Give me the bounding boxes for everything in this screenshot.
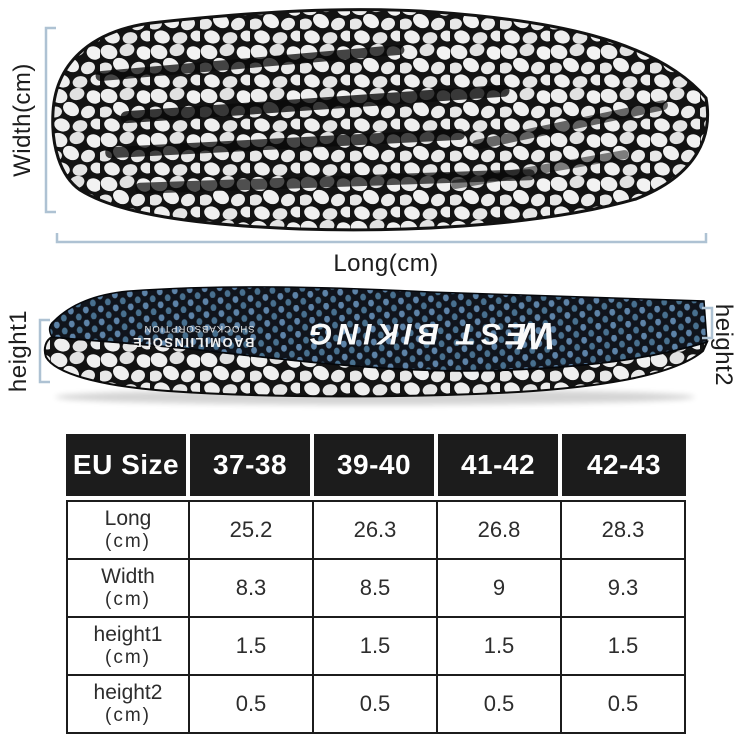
cell-value: 0.5 bbox=[607, 691, 639, 716]
long-dimension-label: Long(cm) bbox=[333, 250, 438, 277]
table-header-row: EU Size 37-38 39-40 41-42 42-43 bbox=[66, 434, 686, 500]
side-view-fabric-layer bbox=[48, 286, 708, 372]
cell-value: 26.8 bbox=[477, 517, 521, 542]
table-cell: 28.3 bbox=[562, 500, 686, 560]
cell-value: 8.3 bbox=[235, 575, 267, 600]
cell-value: 28.3 bbox=[601, 517, 645, 542]
height1-dimension-label: height1 bbox=[5, 310, 32, 392]
table-cell: 25.2 bbox=[190, 500, 314, 560]
row-label-long: Long (cm) bbox=[66, 500, 190, 560]
table-cell: 8.3 bbox=[190, 560, 314, 618]
cell-value: 25.2 bbox=[229, 517, 273, 542]
width-dimension-label: Width(cm) bbox=[9, 63, 36, 177]
brand-wordmark: EST BIKING bbox=[304, 317, 526, 350]
size-chart-table: EU Size 37-38 39-40 41-42 42-43 Long (cm… bbox=[66, 434, 686, 734]
table-cell: 9.3 bbox=[562, 560, 686, 618]
insole-side-view: BAOMILIINSOLE SHOCKABSORPTION W EST BIKI… bbox=[43, 286, 709, 405]
table-cell: 0.5 bbox=[314, 676, 438, 734]
row-unit-text: (cm) bbox=[105, 589, 151, 611]
table-cell: 8.5 bbox=[314, 560, 438, 618]
insole-print-text: BAOMILIINSOLE SHOCKABSORPTION bbox=[132, 323, 255, 350]
header-cell-size-3: 41-42 bbox=[438, 434, 562, 500]
sole-flex-grooves bbox=[95, 44, 668, 194]
cell-value: 0.5 bbox=[483, 691, 515, 716]
table-cell: 1.5 bbox=[190, 618, 314, 676]
insole-print-line1: BAOMILIINSOLE bbox=[132, 335, 255, 350]
table-cell: 26.3 bbox=[314, 500, 438, 560]
table-cell: 9 bbox=[438, 560, 562, 618]
height2-dimension-bracket bbox=[702, 306, 714, 340]
table-cell: 0.5 bbox=[438, 676, 562, 734]
long-dimension-bracket bbox=[55, 233, 708, 244]
cell-value: 0.5 bbox=[235, 691, 267, 716]
width-dimension-bracket bbox=[44, 26, 56, 214]
cell-value: 9.3 bbox=[607, 575, 639, 600]
insole-dimension-diagram: Width(cm) Long(cm) BAOMILIINSOLE SHOCKAB… bbox=[5, 8, 737, 405]
table-row-long: Long (cm) 25.2 26.3 26.8 28.3 bbox=[66, 500, 686, 560]
header-cell-size-1: 37-38 bbox=[190, 434, 314, 500]
brand-logo-group: W EST BIKING bbox=[304, 314, 555, 356]
table-cell: 0.5 bbox=[562, 676, 686, 734]
header-cell-eu-size: EU Size bbox=[66, 434, 190, 500]
row-label-text: height1 bbox=[93, 623, 163, 646]
row-unit-text: (cm) bbox=[105, 647, 151, 669]
table-cell: 1.5 bbox=[314, 618, 438, 676]
brand-logo-w-icon: W bbox=[516, 314, 555, 356]
row-label-text: height2 bbox=[93, 681, 163, 704]
insole-print-line2: SHOCKABSORPTION bbox=[143, 323, 254, 334]
header-cell-size-4: 42-43 bbox=[562, 434, 686, 500]
row-label-text: Long bbox=[104, 507, 152, 530]
height2-dimension-label: height2 bbox=[710, 304, 737, 386]
table-row-height2: height2 (cm) 0.5 0.5 0.5 0.5 bbox=[66, 676, 686, 734]
height1-dimension-bracket bbox=[38, 318, 50, 384]
cell-value: 1.5 bbox=[607, 633, 639, 658]
insole-top-view bbox=[51, 8, 710, 232]
row-unit-text: (cm) bbox=[105, 705, 151, 727]
table-row-height1: height1 (cm) 1.5 1.5 1.5 1.5 bbox=[66, 618, 686, 676]
cell-value: 26.3 bbox=[353, 517, 397, 542]
cell-value: 1.5 bbox=[483, 633, 515, 658]
header-cell-size-2: 39-40 bbox=[314, 434, 438, 500]
table-row-width: Width (cm) 8.3 8.5 9 9.3 bbox=[66, 560, 686, 618]
row-unit-text: (cm) bbox=[105, 531, 151, 553]
table-cell: 1.5 bbox=[562, 618, 686, 676]
table-cell: 0.5 bbox=[190, 676, 314, 734]
cell-value: 0.5 bbox=[359, 691, 391, 716]
row-label-width: Width (cm) bbox=[66, 560, 190, 618]
cell-value: 9 bbox=[492, 575, 506, 600]
cell-value: 1.5 bbox=[359, 633, 391, 658]
table-cell: 1.5 bbox=[438, 618, 562, 676]
cell-value: 8.5 bbox=[359, 575, 391, 600]
cell-value: 1.5 bbox=[235, 633, 267, 658]
row-label-text: Width bbox=[101, 565, 155, 588]
row-label-height2: height2 (cm) bbox=[66, 676, 190, 734]
row-label-height1: height1 (cm) bbox=[66, 618, 190, 676]
table-cell: 26.8 bbox=[438, 500, 562, 560]
